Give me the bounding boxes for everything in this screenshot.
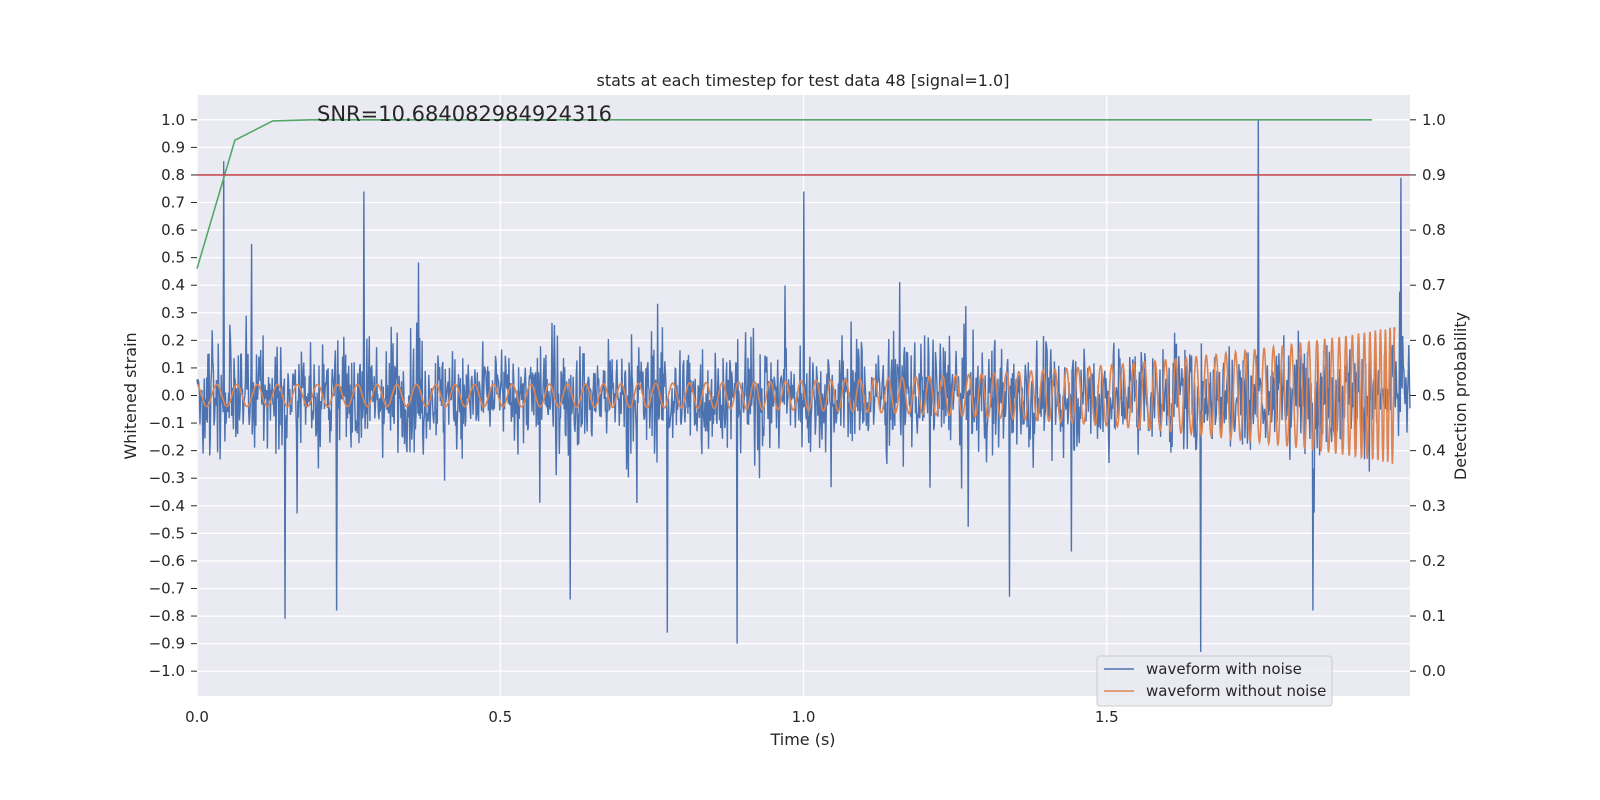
series-detection-probability bbox=[196, 119, 1373, 269]
y-tick-label: −0.1 bbox=[149, 414, 185, 432]
series-layer bbox=[196, 119, 1411, 652]
legend-label-waveform-without-noise: waveform without noise bbox=[1146, 682, 1326, 700]
x-tick-label: 0.0 bbox=[185, 708, 209, 726]
y-tick-label: 0.1 bbox=[161, 359, 185, 377]
y2-tick-label: 0.1 bbox=[1422, 607, 1446, 625]
y-tick-label: −0.7 bbox=[149, 579, 185, 597]
snr-annotation: SNR=10.684082984924316 bbox=[317, 102, 612, 126]
y-tick-label: 0.6 bbox=[161, 221, 185, 239]
y-tick-label: −0.5 bbox=[149, 524, 185, 542]
y-tick-label: −0.4 bbox=[149, 497, 185, 515]
y-tick-label: 0.4 bbox=[161, 276, 185, 294]
y-tick-label: −0.8 bbox=[149, 607, 185, 625]
y-tick-label: 0.8 bbox=[161, 166, 185, 184]
series-waveform-with-noise bbox=[196, 119, 1411, 652]
y2-tick-label: 0.5 bbox=[1422, 387, 1446, 405]
y-tick-label: 0.2 bbox=[161, 331, 185, 349]
y2-tick-label: 0.3 bbox=[1422, 497, 1446, 515]
series-waveform-without-noise bbox=[196, 327, 1396, 465]
y2-tick-label: 0.0 bbox=[1422, 662, 1446, 680]
y-tick-label: 0.0 bbox=[161, 387, 185, 405]
y-tick-label: 0.7 bbox=[161, 194, 185, 212]
y-tick-label: 1.0 bbox=[161, 111, 185, 129]
y-tick-label: 0.3 bbox=[161, 304, 185, 322]
x-tick-label: 0.5 bbox=[488, 708, 512, 726]
y-tick-label: −0.3 bbox=[149, 469, 185, 487]
y2-tick-label: 0.8 bbox=[1422, 221, 1446, 239]
chart-title: stats at each timestep for test data 48 … bbox=[597, 71, 1010, 90]
legend-label-waveform-with-noise: waveform with noise bbox=[1146, 660, 1302, 678]
y2-tick-label: 0.6 bbox=[1422, 331, 1446, 349]
x-axis-title: Time (s) bbox=[769, 730, 835, 749]
legend: waveform with noise waveform without noi… bbox=[1096, 655, 1333, 707]
y2-axis-title: Detection probability bbox=[1451, 312, 1470, 480]
y2-tick-label: 0.2 bbox=[1422, 552, 1446, 570]
y2-tick-label: 0.4 bbox=[1422, 442, 1446, 460]
y-tick-label: 0.5 bbox=[161, 249, 185, 267]
y2-tick-label: 0.9 bbox=[1422, 166, 1446, 184]
tick-layer: 0.0 0.5 1.0 1.5 1.0 0.9 0.8 0.7 0.6 0.5 0.4 0.3 0.2 0… bbox=[149, 111, 1446, 726]
y-tick-label: −0.9 bbox=[149, 635, 185, 653]
x-tick-label: 1.5 bbox=[1095, 708, 1119, 726]
y-axis-title: Whitened strain bbox=[121, 332, 140, 459]
y2-tick-label: 1.0 bbox=[1422, 111, 1446, 129]
legend-box bbox=[1096, 655, 1333, 707]
x-tick-label: 1.0 bbox=[792, 708, 816, 726]
y-tick-label: −0.2 bbox=[149, 442, 185, 460]
y-tick-label: −1.0 bbox=[149, 662, 185, 680]
y2-tick-label: 0.7 bbox=[1422, 276, 1446, 294]
y-tick-label: 0.9 bbox=[161, 138, 185, 156]
y-tick-label: −0.6 bbox=[149, 552, 185, 570]
